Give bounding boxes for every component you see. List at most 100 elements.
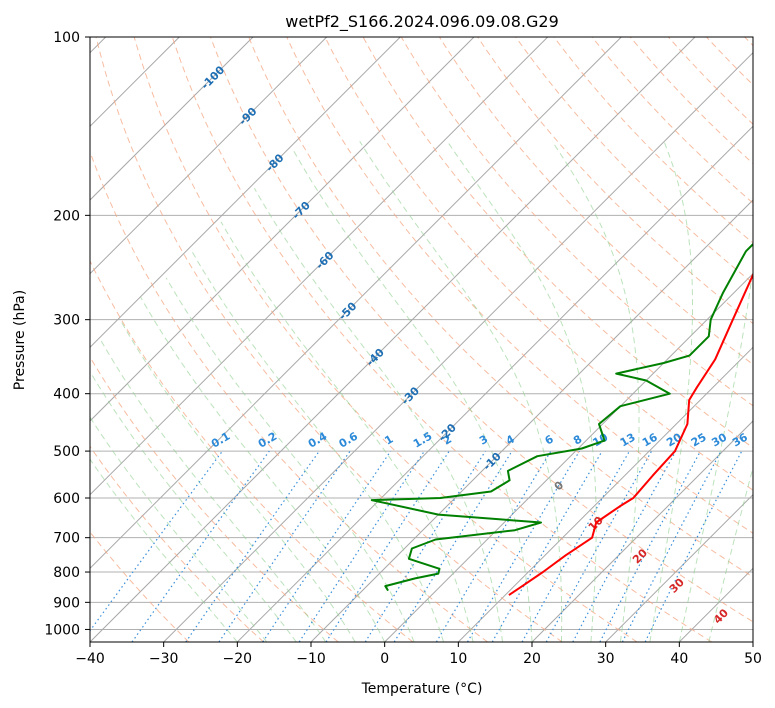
isotherm-line [90,37,254,201]
x-tick-label: 0 [380,651,389,667]
dry-adiabat [668,37,753,125]
isotherm-line [531,420,753,642]
moist-adiabat [90,416,268,642]
x-tick-label: 50 [744,651,762,667]
x-tick-label: 30 [597,651,615,667]
mixing-ratio-label: 16 [640,430,660,449]
mixing-ratio-label: 6 [543,432,556,447]
isotherm-line [236,125,753,642]
dry-adiabat [248,37,753,578]
moist-adiabat [100,340,327,642]
y-tick-label: 100 [53,30,80,46]
plot-frame [89,36,754,643]
dry-adiabat [324,37,753,491]
x-tick-label: 10 [449,651,467,667]
isotherm-line [605,493,753,642]
dry-adiabat [133,37,638,642]
y-tick-label: 1000 [44,622,80,638]
mixing-ratio-label: 0.4 [306,429,330,450]
y-tick-label: 900 [53,595,80,611]
mixing-ratio-label: 4 [504,432,517,447]
isotherm-line [90,37,549,496]
mixing-ratio-line [262,450,392,642]
y-tick-label: 500 [53,444,80,460]
mixing-ratio-label: 1 [382,433,395,448]
moist-adiabat [678,264,753,642]
mixing-ratio-label: 0.2 [256,430,279,451]
mixing-ratio-label: 0.1 [209,430,232,451]
mixing-ratio-label: 1.5 [411,430,434,451]
moist-adiabat [140,297,386,642]
mixing-ratio-label: 30 [709,430,729,449]
isotherm-line [457,346,753,642]
mixing-ratio-line [521,450,631,642]
mixing-ratio-label: 3 [477,433,490,448]
dewpoint-profile-line [370,242,753,592]
x-tick-label: 40 [670,651,688,667]
mixing-ratio-line [298,450,425,642]
isotherm-line [384,272,753,642]
moist-adiabat [292,149,533,642]
mixing-ratio-line [435,450,552,642]
mixing-ratio-line [393,450,513,642]
isotherm-line [90,37,622,570]
moist-adiabat-label: 0 [552,478,567,493]
moist-adiabat [359,141,563,642]
axes: −40 −30 −20 −10 0 10 20 30 40 5010020030040050060… [44,30,762,667]
mixing-ratio-line [599,450,702,642]
mixing-ratio-line [90,450,223,632]
dry-adiabat [286,37,753,534]
y-tick-label: 200 [53,208,80,224]
y-tick-label: 800 [53,565,80,581]
dry-adiabat [210,37,753,623]
dry-adiabat [90,259,414,642]
mixing-ratio-label: 0.6 [337,429,361,450]
mixing-ratio-line [131,450,270,642]
moist-adiabat [90,370,297,642]
moist-adiabat [90,458,238,642]
moist-adiabat [649,141,693,642]
mixing-ratio-line [545,450,653,642]
moist-adiabat [708,465,753,642]
moist-adiabat [119,319,356,642]
mixing-ratio-line [185,450,320,642]
mixing-ratio-line [218,450,351,642]
y-tick-label: 400 [53,387,80,403]
y-tick-label: 600 [53,491,80,507]
isotherm-line [90,37,328,275]
moist-adiabat [165,277,415,642]
dry-adiabat [90,150,488,642]
isotherm-label: -20 [436,421,459,444]
dry-adiabat [744,37,753,47]
isotherm-label: -80 [263,151,286,174]
mixing-ratio-line [466,450,580,642]
chart-title: wetPf2_S166.2024.096.09.08.G29 [285,12,559,32]
dry-adiabat [90,445,264,642]
mixing-ratio-label: 36 [730,430,750,449]
y-tick-label: 700 [53,531,80,547]
isotherm-line [90,37,696,642]
moist-adiabat [253,187,503,642]
mixing-ratio-label: 13 [618,431,638,450]
isotherm-line [163,51,753,642]
temperature-profile-line [508,272,753,596]
x-tick-label: −10 [296,651,326,667]
moist-adiabat [446,141,597,642]
dry-adiabat [90,531,190,642]
x-tick-label: 20 [523,651,541,667]
mixing-ratio-line [572,450,677,642]
dry-adiabat [95,37,563,642]
x-axis-label: Temperature (°C) [361,681,483,697]
plot-area: 0.1 0.2 0.4 0.6 1 1.5 2 3 4 6 8 10 13 16 20 25 30 36-100-… [90,37,753,642]
y-axis-label: Pressure (hPa) [12,290,28,390]
isotherm-label: -90 [236,105,259,128]
isotherm-label: -40 [364,346,387,369]
dry-adiabat [706,37,753,86]
dry-adiabat [591,37,753,204]
x-tick-label: −40 [75,651,105,667]
moist-adiabat [551,141,640,642]
y-tick-label: 300 [53,313,80,329]
isotherm-line [90,37,475,422]
mixing-ratio-line [325,450,450,642]
